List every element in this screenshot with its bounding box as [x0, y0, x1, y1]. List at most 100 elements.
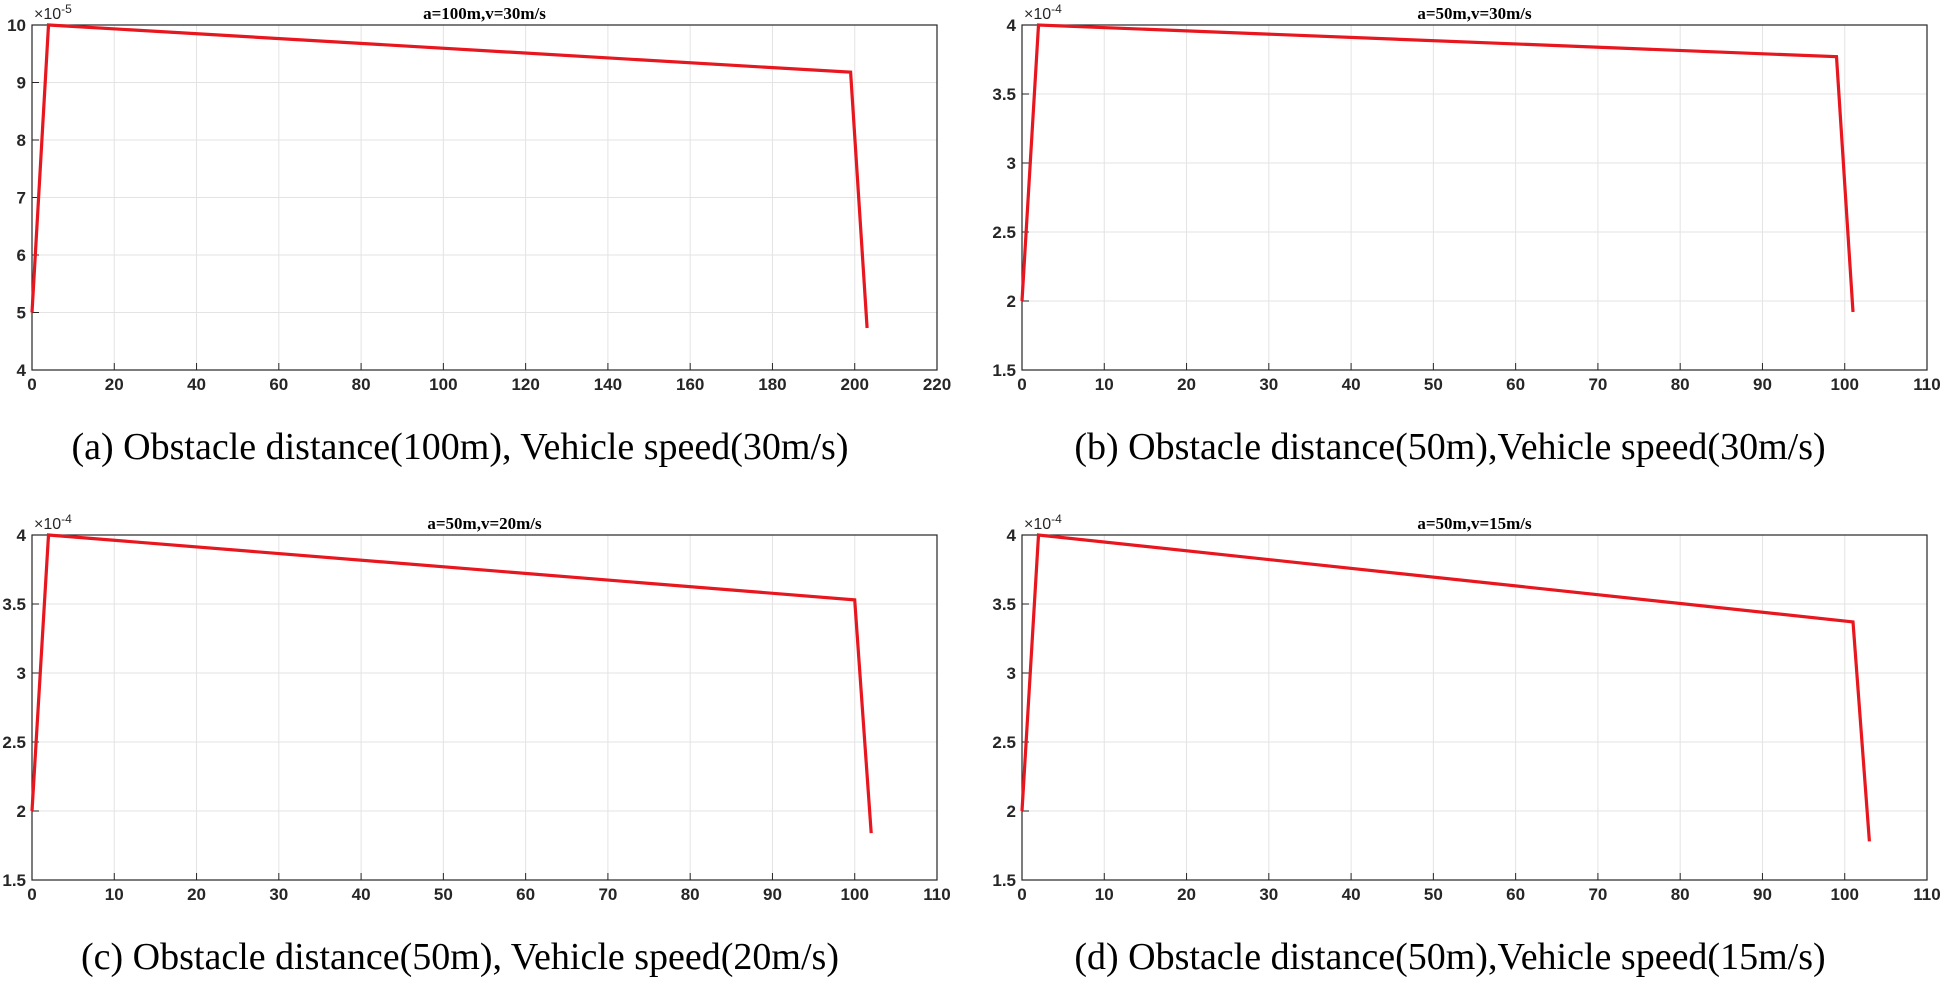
series-line-0 [1020, 533, 1871, 842]
x-tick-label: 0 [27, 375, 36, 394]
x-tick-label: 80 [1671, 885, 1690, 904]
y-tick-label: 3.5 [992, 85, 1016, 104]
axis-exponent-label: ×10-4 [1024, 2, 1062, 23]
x-tick-label: 90 [1753, 375, 1772, 394]
y-tick-label: 2.5 [2, 733, 26, 752]
x-tick-label: 60 [269, 375, 288, 394]
series-line-0 [30, 533, 873, 834]
chart-d-caption: (d) Obstacle distance(50m),Vehicle speed… [1074, 936, 1826, 978]
x-tick-label: 60 [1506, 375, 1525, 394]
x-tick-label: 100 [1831, 375, 1859, 394]
y-tick-label: 4 [1007, 16, 1017, 35]
y-tick-label: 9 [17, 74, 26, 93]
chart-c-caption: (c) Obstacle distance(50m), Vehicle spee… [81, 936, 839, 978]
x-tick-label: 60 [516, 885, 535, 904]
y-tick-label: 2.5 [992, 733, 1016, 752]
chart-title: a=50m,v=30m/s [1417, 4, 1532, 23]
y-tick-label: 3 [17, 664, 26, 683]
x-tick-label: 220 [923, 375, 951, 394]
y-tick-label: 7 [17, 189, 26, 208]
x-tick-label: 50 [434, 885, 453, 904]
x-tick-label: 110 [923, 885, 950, 904]
x-tick-label: 90 [763, 885, 782, 904]
x-tick-label: 40 [1342, 885, 1361, 904]
x-tick-label: 10 [1095, 375, 1114, 394]
chart-c-svg: 0 10 20 30 40 50 60 70 80 90 100 110 1.5 2 2.5 3 3.5 4 ×10… [2, 512, 950, 904]
x-tick-label: 40 [352, 885, 371, 904]
y-tick-label: 4 [17, 526, 27, 545]
x-tick-label: 40 [1342, 375, 1361, 394]
x-tick-label: 200 [841, 375, 869, 394]
y-tick-label: 2 [1007, 292, 1016, 311]
x-tick-label: 70 [1588, 885, 1607, 904]
x-tick-label: 20 [1177, 375, 1196, 394]
axis-exponent-label: ×10-5 [34, 2, 72, 23]
x-tick-label: 110 [1913, 885, 1940, 904]
x-tick-label: 110 [1913, 375, 1940, 394]
chart-panel-c: 0 10 20 30 40 50 60 70 80 90 100 110 1.5 2 2.5 3 3.5 4 ×10… [0, 510, 960, 1000]
series-line-0 [30, 23, 869, 329]
plot-area-frame [1021, 24, 1928, 371]
chart-b-svg: 0 10 20 30 40 50 60 70 80 90 100 110 1.5 2 2.5 3 3.5 4 ×10… [992, 2, 1940, 394]
x-tick-label: 80 [681, 885, 700, 904]
x-tick-label: 100 [1831, 885, 1859, 904]
chart-a-caption: (a) Obstacle distance(100m), Vehicle spe… [71, 426, 849, 468]
x-tick-label: 120 [511, 375, 539, 394]
chart-a-svg: 0 20 40 60 80 100 120 140 160 180 200 220 4 5 6 7 8 9 10 ×1… [7, 2, 951, 394]
y-tick-label: 3.5 [2, 595, 26, 614]
x-tick-label: 20 [1177, 885, 1196, 904]
x-tick-label: 30 [1259, 885, 1278, 904]
y-tick-label: 3 [1007, 664, 1016, 683]
chart-d-svg: 0 10 20 30 40 50 60 70 80 90 100 110 1.5 2 2.5 3 3.5 4 ×10… [992, 512, 1940, 904]
x-tick-label: 180 [758, 375, 786, 394]
y-tick-label: 3.5 [992, 595, 1016, 614]
y-tick-label: 5 [17, 304, 26, 323]
x-tick-label: 70 [1588, 375, 1607, 394]
axis-exponent-label: ×10-4 [1024, 512, 1062, 533]
chart-title: a=100m,v=30m/s [423, 4, 546, 23]
x-tick-label: 20 [105, 375, 124, 394]
x-tick-label: 30 [1259, 375, 1278, 394]
x-tick-label: 140 [594, 375, 622, 394]
chart-title: a=50m,v=20m/s [427, 514, 542, 533]
plot-area-frame [1021, 534, 1928, 881]
y-tick-label: 2.5 [992, 223, 1016, 242]
y-tick-label: 2 [17, 802, 26, 821]
x-tick-label: 0 [1017, 375, 1026, 394]
x-tick-label: 10 [1095, 885, 1114, 904]
x-tick-label: 0 [1017, 885, 1026, 904]
x-tick-label: 30 [269, 885, 288, 904]
x-tick-label: 40 [187, 375, 206, 394]
x-tick-label: 10 [105, 885, 124, 904]
y-tick-label: 8 [17, 131, 26, 150]
y-tick-label: 1.5 [992, 361, 1016, 380]
y-tick-label: 10 [7, 16, 26, 35]
x-tick-label: 100 [841, 885, 869, 904]
x-tick-label: 80 [352, 375, 371, 394]
x-tick-label: 90 [1753, 885, 1772, 904]
y-tick-label: 2 [1007, 802, 1016, 821]
chart-panel-d: 0 10 20 30 40 50 60 70 80 90 100 110 1.5 2 2.5 3 3.5 4 ×10… [990, 510, 1950, 1000]
chart-b-caption: (b) Obstacle distance(50m),Vehicle speed… [1074, 426, 1826, 468]
x-tick-label: 160 [676, 375, 704, 394]
y-tick-label: 3 [1007, 154, 1016, 173]
x-tick-label: 70 [598, 885, 617, 904]
series-line-0 [1020, 23, 1855, 313]
plot-area-frame [31, 534, 938, 881]
x-tick-label: 50 [1424, 885, 1443, 904]
y-tick-label: 6 [17, 246, 26, 265]
y-tick-label: 1.5 [2, 871, 26, 890]
y-tick-label: 4 [1007, 526, 1017, 545]
chart-panel-a: 0 20 40 60 80 100 120 140 160 180 200 220 4 5 6 7 8 9 10 ×1… [0, 0, 960, 490]
x-tick-label: 60 [1506, 885, 1525, 904]
x-tick-label: 80 [1671, 375, 1690, 394]
x-tick-label: 50 [1424, 375, 1443, 394]
y-tick-label: 4 [17, 361, 27, 380]
chart-panel-b: 0 10 20 30 40 50 60 70 80 90 100 110 1.5 2 2.5 3 3.5 4 ×10… [990, 0, 1950, 490]
axis-exponent-label: ×10-4 [34, 512, 72, 533]
y-tick-label: 1.5 [992, 871, 1016, 890]
x-tick-label: 100 [429, 375, 457, 394]
x-tick-label: 20 [187, 885, 206, 904]
x-tick-label: 0 [27, 885, 36, 904]
chart-title: a=50m,v=15m/s [1417, 514, 1532, 533]
